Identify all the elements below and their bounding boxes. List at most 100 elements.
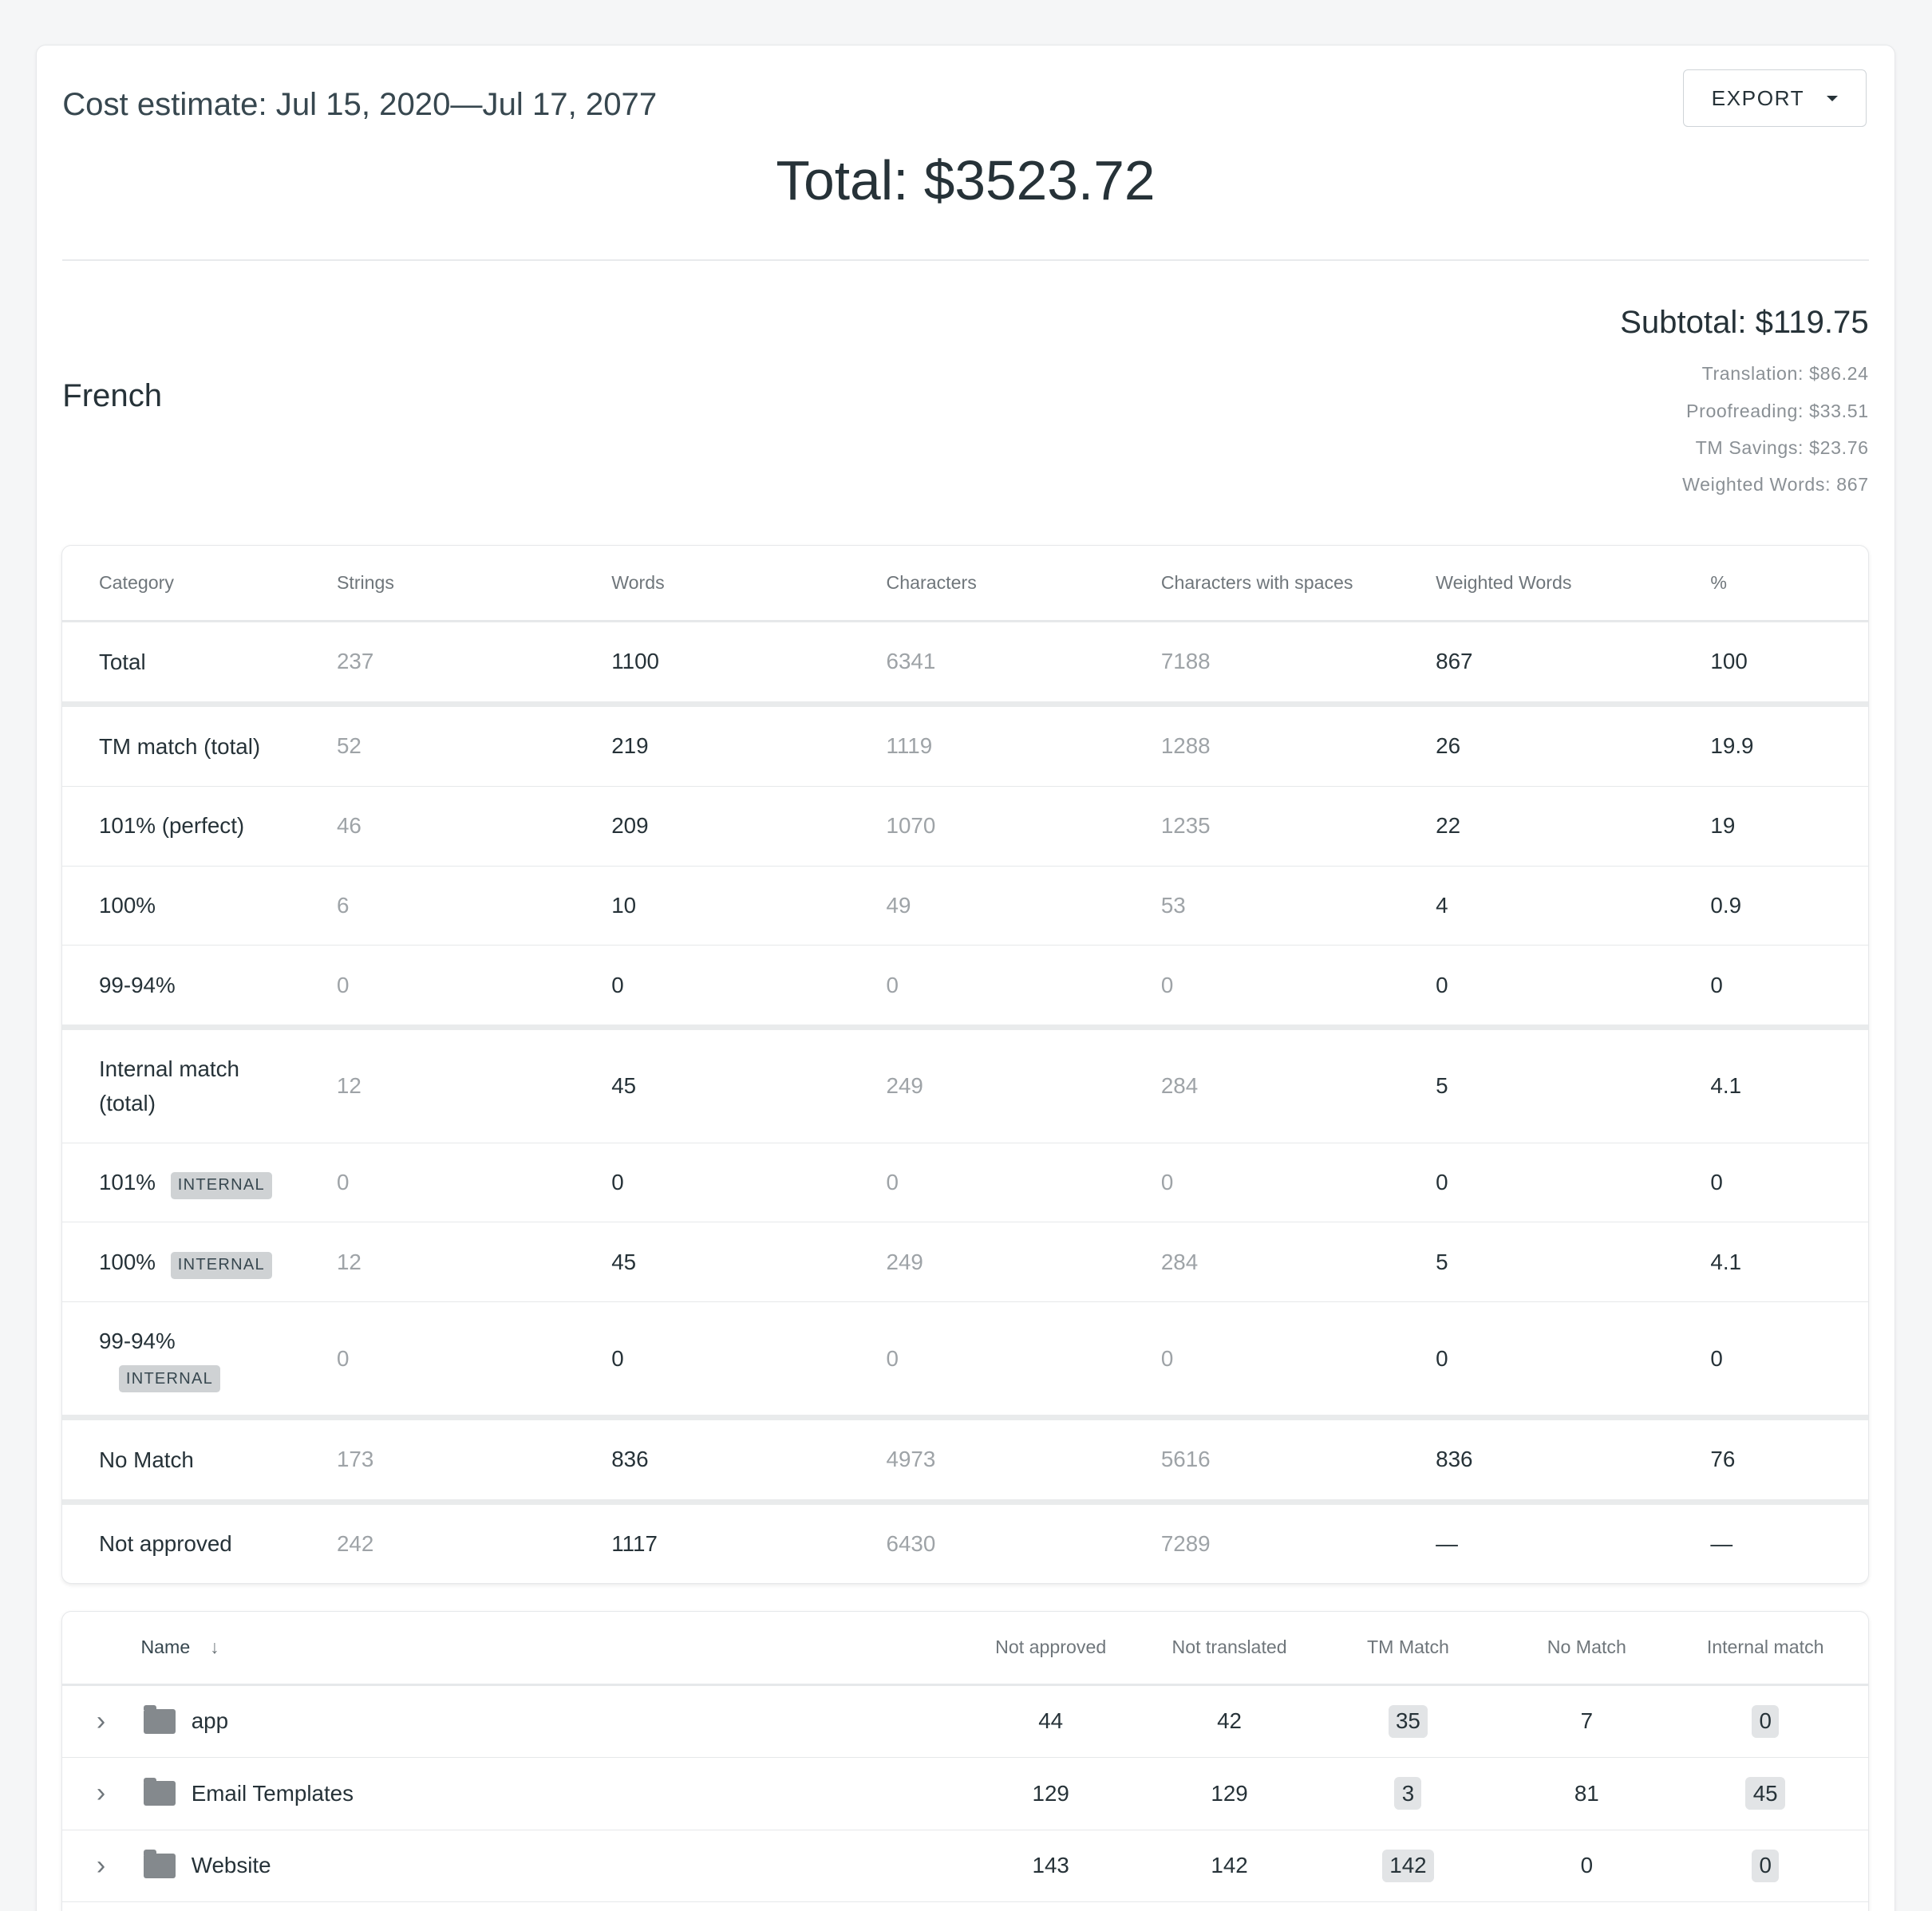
category-cell: 101% INTERNAL <box>62 1165 337 1199</box>
category-cell: Not approved <box>62 1526 337 1561</box>
value-cell: 0 <box>1676 1704 1855 1738</box>
export-button[interactable]: EXPORT <box>1682 69 1867 127</box>
count-pill: 142 <box>1382 1849 1434 1883</box>
total-cost: Total: $3523.72 <box>776 149 1156 212</box>
value-cell: 76 <box>1710 1447 1736 1472</box>
value-cell: 7188 <box>1160 649 1211 674</box>
folder-name[interactable]: Email Templates <box>191 1780 354 1806</box>
chevron-right-icon[interactable]: › <box>96 1705 106 1736</box>
value-cell: 0 <box>336 1170 350 1195</box>
value-cell: 1117 <box>611 1530 658 1556</box>
value-cell: 0 <box>611 972 624 997</box>
category-label: Not approved <box>98 1531 232 1557</box>
value-cell: 209 <box>611 813 649 839</box>
value-cell: 0 <box>1710 1345 1723 1371</box>
divider <box>62 259 1869 261</box>
name-cell: › app <box>62 1705 962 1737</box>
internal-badge: INTERNAL <box>118 1364 221 1392</box>
folder-icon <box>143 1705 176 1734</box>
table-row: 101% INTERNAL 0 0 0 0 0 0 <box>61 1143 1869 1223</box>
chevron-right-icon[interactable]: › <box>96 1850 106 1881</box>
files-table: Name ↓ Not approved Not translated TM Mat… <box>61 1611 1870 1911</box>
table-row: No Match 173 836 4973 5616 836 76 <box>61 1420 1869 1505</box>
translation-cost: Translation: $86.24 <box>1701 363 1869 385</box>
value-cell: 35 <box>1319 1704 1498 1738</box>
tm-savings: TM Savings: $23.76 <box>1695 436 1869 458</box>
col-characters-with-spaces: Characters with spaces <box>1160 572 1353 594</box>
value-cell: 12 <box>336 1073 362 1099</box>
count-pill: 45 <box>1745 1777 1785 1810</box>
folder-name[interactable]: Website <box>191 1853 271 1878</box>
value-cell: 100 <box>1710 649 1748 674</box>
count: 44 <box>1038 1708 1064 1734</box>
caret-down-icon <box>1827 95 1839 101</box>
internal-badge: INTERNAL <box>170 1171 273 1199</box>
value-cell: 4.1 <box>1710 1249 1742 1274</box>
sort-arrow-down-icon[interactable]: ↓ <box>209 1637 219 1658</box>
col-words: Words <box>611 572 665 594</box>
folder-name[interactable]: app <box>191 1708 229 1734</box>
value-cell: 0 <box>1436 1345 1448 1371</box>
value-cell: 0 <box>336 972 350 997</box>
count: 42 <box>1217 1708 1243 1734</box>
value-cell: 19.9 <box>1710 733 1754 759</box>
value-cell: 0 <box>886 972 899 997</box>
table-row: 99-94% INTERNAL 0 0 0 0 0 0 <box>61 1302 1869 1420</box>
chevron-right-icon[interactable]: › <box>96 1778 106 1809</box>
value-cell: 0 <box>886 1345 899 1371</box>
value-cell: 12 <box>336 1249 362 1274</box>
value-cell: 129 <box>962 1781 1140 1806</box>
category-label: TM match (total) <box>98 733 261 759</box>
col-internal-match: Internal match <box>1706 1637 1824 1658</box>
value-cell: 143 <box>962 1853 1140 1878</box>
value-cell: 45 <box>611 1249 637 1274</box>
col-name[interactable]: Name ↓ <box>140 1637 219 1658</box>
stats-table: Category Strings Words Characters Charac… <box>61 545 1870 1585</box>
category-cell: 99-94% INTERNAL <box>62 1324 337 1392</box>
value-cell: 46 <box>336 813 362 839</box>
value-cell: 7289 <box>1160 1530 1211 1556</box>
table-row: 100% INTERNAL 12 45 249 284 5 4.1 <box>61 1222 1869 1303</box>
count: 129 <box>1211 1780 1248 1806</box>
folder-icon <box>143 1777 176 1806</box>
value-cell: 142 <box>1319 1849 1498 1883</box>
value-cell: 45 <box>1676 1777 1855 1810</box>
file-row[interactable]: › Email Templates 129 129 3 81 45 <box>61 1758 1869 1830</box>
count-pill: 35 <box>1388 1704 1428 1738</box>
count: 129 <box>1032 1780 1069 1806</box>
value-cell: 0 <box>1710 1170 1723 1195</box>
value-cell: 6341 <box>886 649 936 674</box>
language-name: French <box>62 377 163 414</box>
category-label: Internal match (total) <box>98 1056 239 1116</box>
value-cell: — <box>1710 1530 1733 1556</box>
category-label: 101% <box>98 1170 156 1195</box>
value-cell: 4973 <box>886 1447 936 1472</box>
value-cell: 129 <box>1140 1781 1319 1806</box>
value-cell: 0 <box>611 1170 624 1195</box>
table-row: Not approved 242 1117 6430 7289 — — <box>62 1505 1868 1584</box>
file-row[interactable]: › app 44 42 35 7 0 <box>61 1686 1869 1759</box>
col-characters: Characters <box>886 572 977 594</box>
files-table-header: Name ↓ Not approved Not translated TM Mat… <box>61 1612 1869 1686</box>
table-row: 99-94% 0 0 0 0 0 0 <box>61 946 1869 1031</box>
value-cell: 0 <box>611 1345 624 1371</box>
file-row[interactable]: › Website 143 142 142 0 0 <box>61 1830 1869 1903</box>
table-row: 101% (perfect) 46 209 1070 1235 22 19 <box>61 787 1869 867</box>
category-label: 100% <box>98 1250 156 1275</box>
value-cell: 0 <box>1160 972 1174 997</box>
value-cell: 1119 <box>886 733 933 759</box>
page-title: Cost estimate: Jul 15, 2020—Jul 17, 2077 <box>62 85 658 122</box>
col-weighted-words: Weighted Words <box>1436 572 1572 594</box>
value-cell: 49 <box>886 892 911 918</box>
value-cell: 22 <box>1436 813 1461 839</box>
category-label: 99-94% <box>98 1329 176 1354</box>
export-label: EXPORT <box>1711 85 1805 110</box>
col-strings: Strings <box>336 572 395 594</box>
category-cell: Internal match (total) <box>62 1052 337 1120</box>
value-cell: 867 <box>1436 649 1473 674</box>
value-cell: 1100 <box>611 649 659 674</box>
value-cell: 0 <box>1436 972 1448 997</box>
count: 81 <box>1574 1780 1599 1806</box>
value-cell: 3 <box>1319 1777 1498 1810</box>
value-cell: 142 <box>1140 1853 1319 1878</box>
